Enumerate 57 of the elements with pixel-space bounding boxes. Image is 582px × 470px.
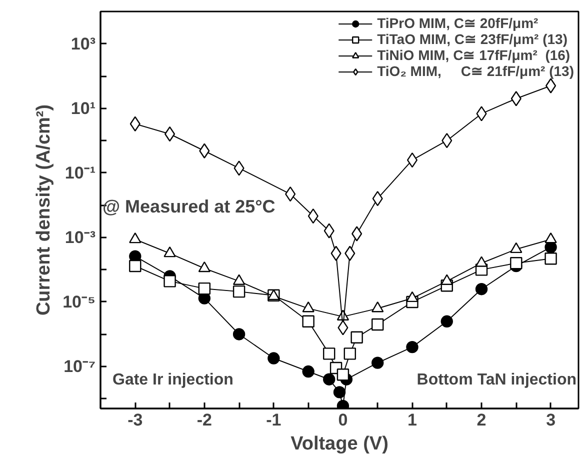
point — [372, 356, 384, 369]
point — [198, 282, 211, 295]
x-tick-label: -1 — [266, 410, 282, 430]
point — [129, 260, 142, 272]
point — [350, 331, 363, 344]
point — [336, 368, 350, 381]
point — [440, 315, 453, 328]
annotation: Gate Ir injection — [112, 372, 234, 388]
point — [330, 246, 342, 261]
y-tick-label: 10⁻³ — [64, 228, 96, 247]
point — [323, 348, 336, 360]
legend-label: TiPrO MIM, C≅ 20fF/μm² — [377, 15, 538, 31]
point — [544, 252, 557, 265]
point — [344, 348, 356, 360]
x-tick-label: -2 — [196, 410, 212, 430]
point — [232, 285, 246, 298]
point — [199, 143, 210, 158]
point — [324, 223, 334, 238]
y-tick-label: 10³ — [70, 34, 96, 54]
point — [232, 328, 246, 340]
point — [510, 257, 522, 270]
point — [406, 291, 418, 302]
annotation: @ Measured at 25°C — [102, 196, 276, 216]
point — [406, 340, 418, 354]
point — [234, 160, 244, 176]
point — [546, 78, 556, 94]
y-tick-label: 10⁻⁷ — [64, 357, 96, 376]
y-tick-label: 10⁻¹ — [64, 163, 96, 182]
x-tick-label: 1 — [408, 410, 417, 430]
point — [130, 116, 140, 132]
point — [510, 91, 522, 106]
point — [302, 365, 314, 378]
point — [475, 283, 488, 296]
point — [323, 373, 336, 386]
point — [344, 246, 356, 261]
x-axis-title: Voltage (V) — [290, 434, 388, 454]
point — [476, 106, 487, 122]
point — [164, 275, 176, 288]
legend-label: TiO₂ MIM, C≅ 21fF/μm² (13) — [377, 63, 574, 79]
y-tick-label: 10¹ — [70, 98, 96, 118]
annotation: Bottom TaN injection — [416, 372, 577, 388]
x-tick-label: 2 — [476, 410, 486, 430]
point — [333, 386, 346, 398]
point — [372, 318, 384, 331]
x-tick-label: 3 — [546, 410, 556, 430]
point — [268, 352, 280, 364]
point — [352, 226, 362, 242]
y-tick-label: 10⁻⁵ — [62, 292, 96, 312]
y-axis-title: Current density (A/cm²) — [34, 104, 55, 316]
legend-label: TiTaO MIM, C≅ 23fF/μm² (13) — [377, 31, 568, 47]
x-tick-label: -3 — [128, 410, 143, 430]
point — [338, 320, 348, 336]
point — [406, 152, 418, 168]
point — [302, 315, 314, 328]
x-tick-label: 0 — [338, 410, 348, 430]
point — [510, 242, 522, 254]
legend-label: TiNiO MIM, C≅ 17fF/μm² (16) — [377, 47, 570, 63]
